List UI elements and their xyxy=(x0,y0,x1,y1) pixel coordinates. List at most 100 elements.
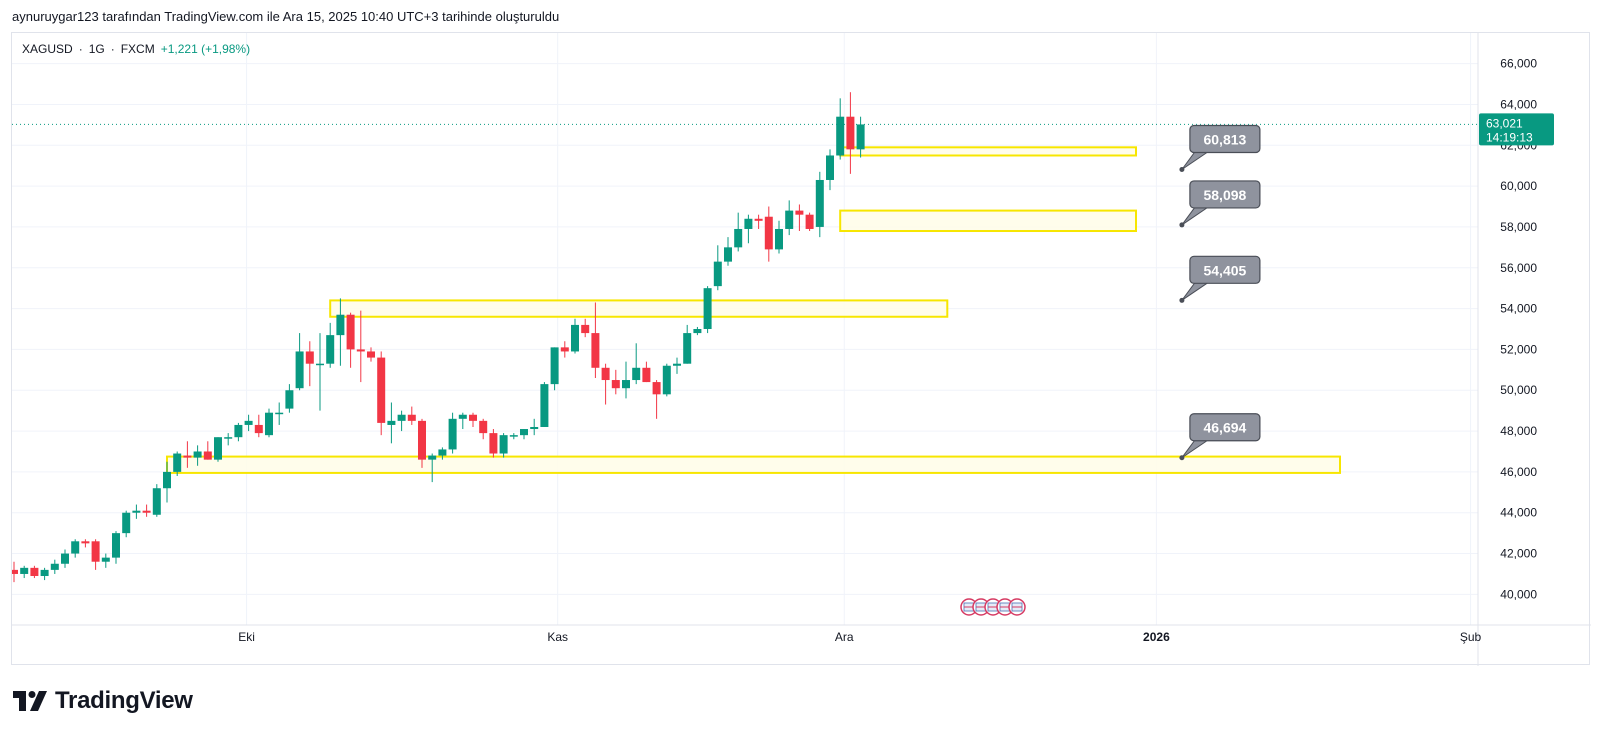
candle-body xyxy=(581,324,590,334)
tradingview-logo[interactable]: TradingView xyxy=(13,687,193,715)
economic-event-icon xyxy=(960,598,978,616)
candle-up xyxy=(265,408,273,438)
support-zone-rect xyxy=(329,299,949,318)
candle-up xyxy=(713,245,722,291)
candle-up xyxy=(458,412,467,430)
candle-body xyxy=(234,424,243,438)
candle-up xyxy=(693,326,702,336)
candle-body xyxy=(530,426,539,430)
candle-body xyxy=(112,533,120,558)
support-zone-rect xyxy=(839,146,1137,157)
candle-up xyxy=(673,357,681,374)
candle-up xyxy=(530,418,539,436)
chart-area[interactable]: 60,813 58,098 54,405 46,694 40,000 42,000 44,0… xyxy=(11,32,1591,666)
candle-up xyxy=(438,447,447,460)
candle-down xyxy=(805,212,814,232)
candle-up xyxy=(662,363,671,397)
candle-up xyxy=(224,433,233,446)
candle-body xyxy=(550,347,559,385)
candle-body xyxy=(418,420,426,460)
y-tick-label: 58,000 xyxy=(1500,220,1537,234)
candle-body xyxy=(540,384,549,427)
candle-down xyxy=(764,206,773,262)
x-tick-label: Kas xyxy=(547,630,568,644)
callout-pointer xyxy=(1181,150,1212,170)
candle-body xyxy=(611,380,620,389)
y-tick-label: 50,000 xyxy=(1500,383,1537,397)
candle-up xyxy=(540,382,549,427)
candle-body xyxy=(40,569,49,577)
y-tick-label: 40,000 xyxy=(1500,587,1537,601)
candle-up xyxy=(724,237,732,266)
candle-up xyxy=(571,318,579,354)
candle-up xyxy=(316,333,324,411)
candle-down xyxy=(489,429,498,458)
callout-box xyxy=(1189,124,1261,154)
y-tick-label: 42,000 xyxy=(1500,547,1537,561)
candle-body xyxy=(642,367,651,383)
candle-body xyxy=(203,451,212,460)
bar-countdown-label: 14:19:13 xyxy=(1486,130,1533,144)
callout-anchor-dot xyxy=(1179,167,1185,173)
candle-up xyxy=(520,429,528,440)
candle-body xyxy=(520,429,528,436)
candle-body xyxy=(703,288,712,329)
candle-body xyxy=(652,382,661,395)
candle-down xyxy=(305,341,314,387)
candle-up xyxy=(428,453,437,483)
candle-body xyxy=(785,210,794,229)
candle-body xyxy=(152,488,161,515)
candle-body xyxy=(795,210,804,215)
candle-up xyxy=(285,384,294,413)
candle-up xyxy=(132,504,141,519)
candle-body xyxy=(509,435,518,437)
candle-body xyxy=(826,155,834,180)
candle-body xyxy=(377,357,386,423)
candle-body xyxy=(336,314,345,336)
candle-body xyxy=(224,437,233,439)
candle-up xyxy=(193,445,202,466)
candle-body xyxy=(244,420,253,425)
candle-body xyxy=(734,228,743,248)
candle-down xyxy=(469,412,477,427)
candle-body xyxy=(479,420,488,434)
current-price-tag xyxy=(1479,113,1554,146)
candle-down xyxy=(581,318,590,338)
candle-body xyxy=(754,218,763,221)
candle-body xyxy=(326,335,335,364)
candle-body xyxy=(214,437,222,460)
candle-down xyxy=(846,92,855,174)
chart-canvas[interactable]: 60,813 58,098 54,405 46,694 40,000 42,000 44,0… xyxy=(12,33,1591,666)
candle-body xyxy=(805,214,814,229)
candle-body xyxy=(836,116,845,156)
symbol-exchange: FXCM xyxy=(120,42,155,56)
callout-anchor-dot xyxy=(1179,455,1185,461)
candle-body xyxy=(367,351,375,358)
candle-down xyxy=(183,441,192,468)
callout-label: 60,813 xyxy=(1203,132,1246,148)
candle-up xyxy=(550,347,559,391)
y-tick-label: 60,000 xyxy=(1500,179,1537,193)
candle-up xyxy=(244,414,253,432)
callout-anchor-dot xyxy=(1179,222,1185,228)
candle-down xyxy=(142,504,151,517)
candle-body xyxy=(713,261,722,287)
candle-down xyxy=(346,312,355,368)
economic-event-icon xyxy=(1008,598,1026,616)
candle-body xyxy=(142,510,151,513)
candle-up xyxy=(71,539,80,558)
candle-body xyxy=(71,541,80,554)
callout-box xyxy=(1189,413,1261,442)
candle-up xyxy=(448,412,457,454)
candle-body xyxy=(601,367,610,381)
symbol-interval[interactable]: 1G xyxy=(88,42,105,56)
candle-up xyxy=(20,565,29,579)
symbol-ticker[interactable]: XAGUSD xyxy=(22,42,73,56)
candle-up xyxy=(122,510,131,538)
callout-pointer xyxy=(1181,280,1212,301)
candle-up xyxy=(163,461,171,503)
candle-down xyxy=(356,310,365,383)
candle-body xyxy=(265,412,273,436)
callout-label: 58,098 xyxy=(1203,187,1246,203)
candle-body xyxy=(458,414,467,419)
